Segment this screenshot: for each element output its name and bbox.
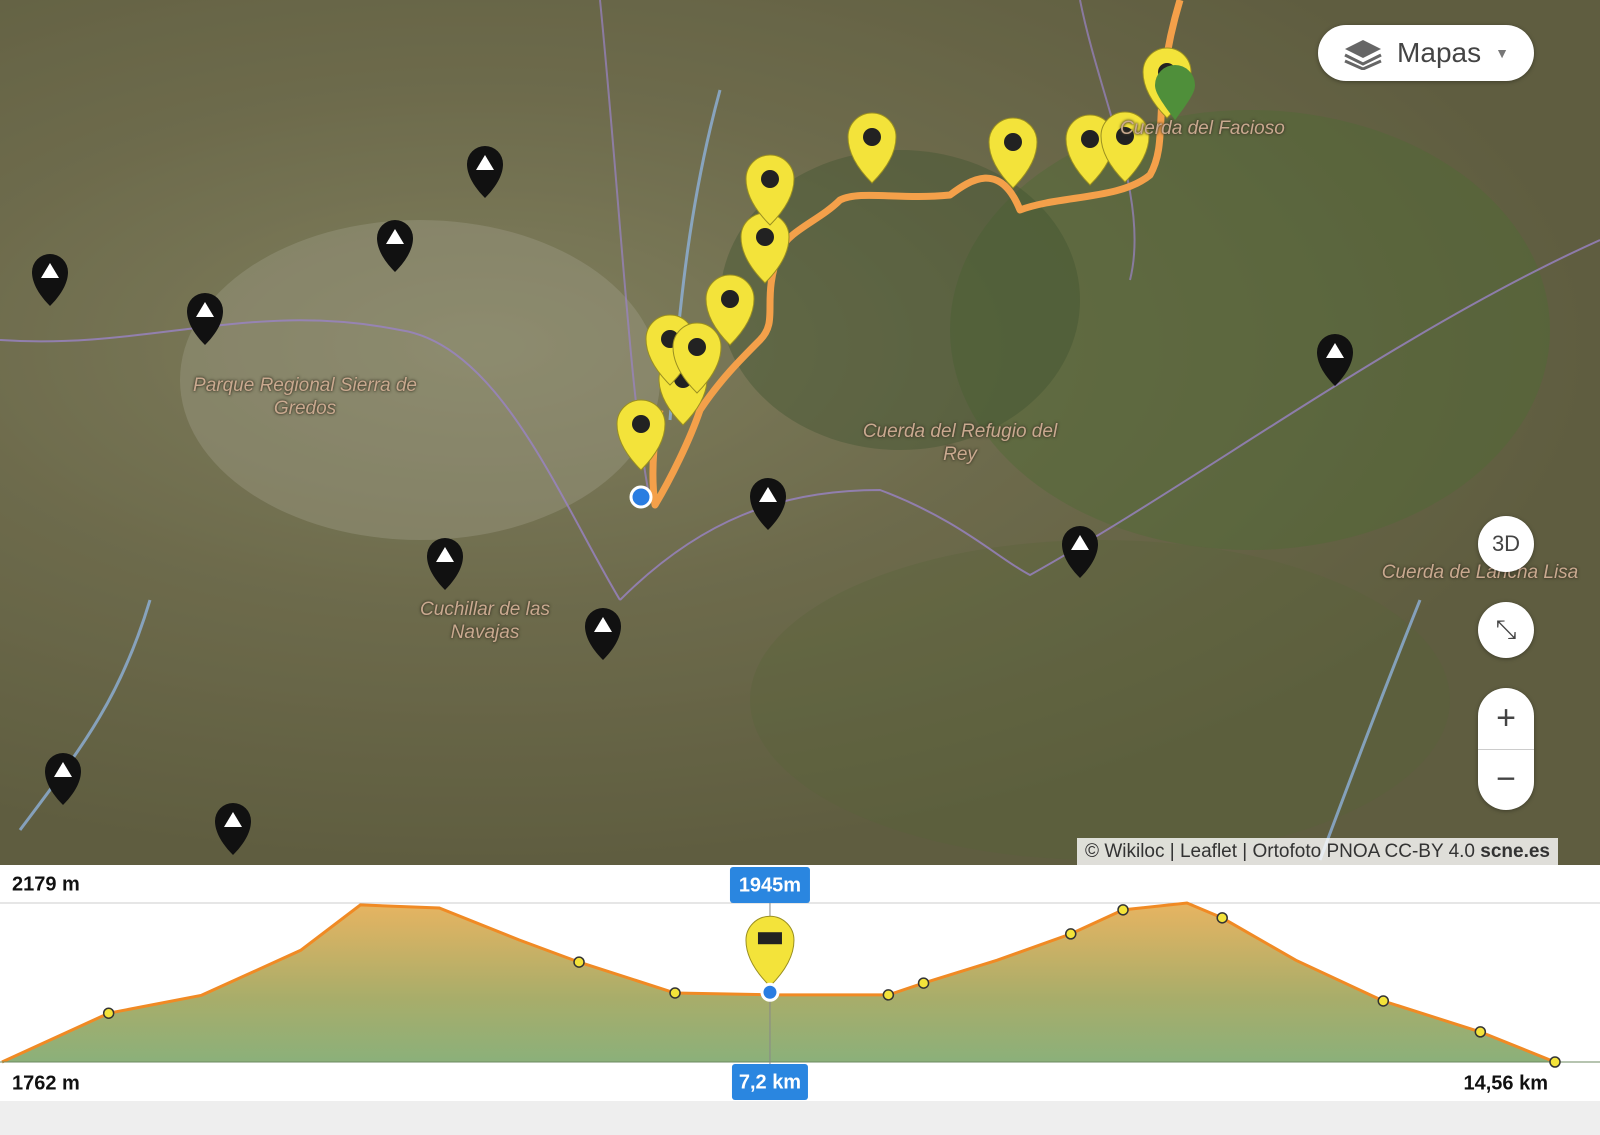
map-tiles bbox=[0, 0, 1600, 861]
layers-button[interactable]: Mapas ▼ bbox=[1318, 25, 1534, 81]
cursor-distance: 7,2 km bbox=[739, 1071, 801, 1093]
profile-area bbox=[2, 903, 1555, 1062]
waypoint-dot bbox=[882, 989, 895, 1001]
layers-label: Mapas bbox=[1397, 37, 1482, 68]
layers-icon bbox=[1344, 40, 1382, 70]
zoom-control: + − bbox=[1478, 688, 1534, 810]
map[interactable]: Cuerda del Facioso Parque Regional Sierr… bbox=[0, 0, 1600, 865]
attribution-text: © Wikiloc | Leaflet | Ortofoto PNOA CC-B… bbox=[1085, 841, 1475, 862]
dropdown-arrow: ▼ bbox=[1495, 45, 1509, 61]
elevation-profile: 1945m 7,2 km 2179 m 1762 m 14,56 km bbox=[0, 865, 1600, 1101]
zoom-in[interactable]: + bbox=[1478, 689, 1534, 750]
place-label: Parque Regional Sierra de Gredos bbox=[193, 375, 417, 419]
zoom-out[interactable]: − bbox=[1496, 760, 1516, 798]
attribution-source[interactable]: scne.es bbox=[1480, 841, 1550, 862]
waypoint-dot bbox=[1065, 928, 1077, 940]
waypoint-dot bbox=[102, 1007, 115, 1019]
place-label: Cuchillar de las Navajas bbox=[420, 599, 550, 643]
cursor-elev-box bbox=[729, 867, 810, 903]
attribution: © Wikiloc | Leaflet | Ortofoto PNOA CC-B… bbox=[1077, 838, 1558, 865]
waypoint-dot bbox=[917, 977, 930, 989]
fullscreen-button[interactable]: ⤡ bbox=[1478, 602, 1534, 658]
waypoint-dot bbox=[669, 987, 681, 999]
y-max-label: 2179 m bbox=[12, 873, 80, 895]
waypoint-dot bbox=[573, 956, 585, 968]
place-label: Cuerda del Facioso bbox=[1120, 118, 1285, 139]
cursor-pin-icon bbox=[757, 932, 782, 945]
3d-button[interactable]: 3D bbox=[1478, 516, 1534, 572]
waypoint-dot bbox=[1377, 995, 1390, 1007]
place-label: Cuerda de Lancha Lisa bbox=[1381, 562, 1579, 583]
place-label: Cuerda del Refugio del Rey bbox=[862, 421, 1058, 465]
x-end-label: 14,56 km bbox=[1463, 1072, 1548, 1094]
y-min-label: 1762 m bbox=[12, 1072, 80, 1094]
waypoint-dot bbox=[1474, 1026, 1487, 1038]
cursor-point bbox=[760, 982, 780, 1002]
waypoint-dot bbox=[1549, 1056, 1561, 1068]
waypoint-dot bbox=[1117, 904, 1129, 916]
cursor-dist-box bbox=[731, 1064, 808, 1100]
waypoint-dot bbox=[1216, 912, 1228, 924]
cursor-elevation: 1945m bbox=[739, 874, 801, 896]
